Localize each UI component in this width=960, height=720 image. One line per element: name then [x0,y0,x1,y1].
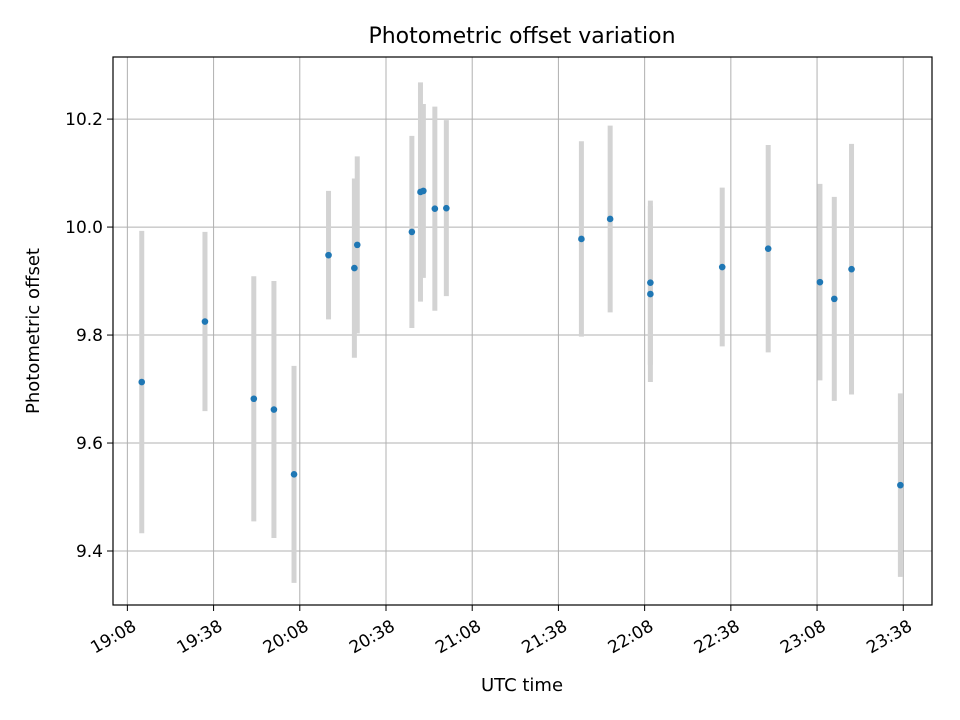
data-point [138,378,146,386]
data-point [270,406,278,413]
data-point [201,318,209,325]
y-tick-label: 10.0 [65,218,103,238]
data-points [138,187,904,489]
y-tick-label: 9.6 [76,434,103,454]
data-point [420,187,427,195]
data-point [830,295,838,303]
data-point [764,245,772,252]
chart-title: Photometric offset variation [368,24,675,49]
y-tick-label: 9.4 [76,542,103,562]
data-point [848,265,855,273]
x-tick-label: 19:38 [174,616,226,658]
data-point [606,215,614,223]
data-point [897,481,904,489]
data-point [647,279,654,286]
y-tick-label: 9.8 [76,326,103,346]
x-tick-label: 21:38 [518,616,570,658]
data-point [578,235,585,243]
x-tick-label: 19:08 [87,616,139,658]
data-point [325,251,332,259]
error-bars [139,82,903,583]
y-axis-label: Photometric offset [23,248,44,414]
plot-frame [112,56,933,606]
x-axis-label: UTC time [481,675,563,696]
data-point [351,264,358,272]
x-tick-label: 23:38 [863,616,915,658]
data-point [718,263,726,271]
x-tick-label: 20:08 [260,616,312,658]
data-point [353,241,361,249]
data-point [408,228,416,236]
y-axis-ticks: 9.4 9.6 9.8 10.0 10.2 [65,110,113,562]
x-tick-label: 20:38 [346,616,398,658]
data-point [290,471,298,478]
x-tick-label: 22:38 [691,616,743,658]
data-point [816,278,824,286]
x-axis-ticks: 19:08 19:38 20:08 20:38 21:08 21:38 22:08 22:38… [87,605,916,658]
data-point [443,204,450,212]
y-tick-label: 10.2 [65,110,103,130]
data-point [647,290,654,298]
data-point [431,205,439,213]
grid-lines [113,57,932,605]
x-tick-label: 21:08 [432,616,484,658]
x-tick-label: 23:08 [777,616,829,658]
data-point [250,395,258,403]
x-tick-label: 22:08 [605,616,657,658]
